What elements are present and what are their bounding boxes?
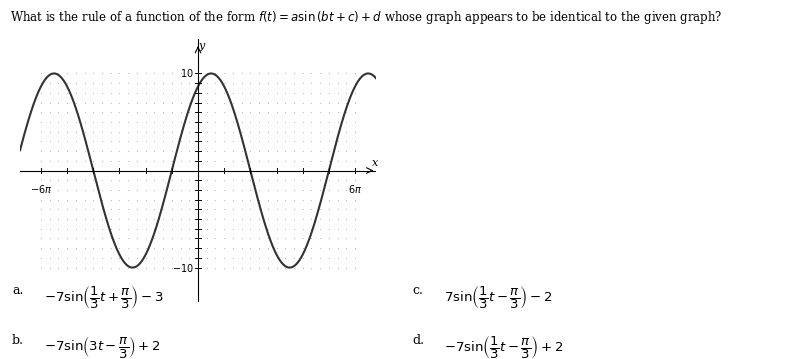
Text: $-7\sin\!\left(\dfrac{1}{3}t-\dfrac{\pi}{3}\right)+2$: $-7\sin\!\left(\dfrac{1}{3}t-\dfrac{\pi}… — [444, 334, 563, 359]
Text: y: y — [198, 41, 205, 51]
Text: x: x — [373, 158, 378, 168]
Text: $-6\pi$: $-6\pi$ — [30, 183, 52, 195]
Text: $-7\sin\!\left(3t-\dfrac{\pi}{3}\right)+2$: $-7\sin\!\left(3t-\dfrac{\pi}{3}\right)+… — [44, 334, 161, 359]
Text: $7\sin\!\left(\dfrac{1}{3}t-\dfrac{\pi}{3}\right)-2$: $7\sin\!\left(\dfrac{1}{3}t-\dfrac{\pi}{… — [444, 284, 552, 311]
Text: What is the rule of a function of the form $f(t) = a\sin\left(bt+c\right)+d$ who: What is the rule of a function of the fo… — [10, 9, 722, 26]
Text: $-10$: $-10$ — [171, 262, 194, 274]
Text: $-7\sin\!\left(\dfrac{1}{3}t+\dfrac{\pi}{3}\right)-3$: $-7\sin\!\left(\dfrac{1}{3}t+\dfrac{\pi}… — [44, 284, 164, 311]
Text: $6\pi$: $6\pi$ — [348, 183, 362, 195]
Text: d.: d. — [412, 334, 424, 347]
Text: b.: b. — [12, 334, 24, 347]
Text: c.: c. — [412, 284, 423, 297]
Text: a.: a. — [12, 284, 23, 297]
Text: $10$: $10$ — [180, 67, 194, 79]
